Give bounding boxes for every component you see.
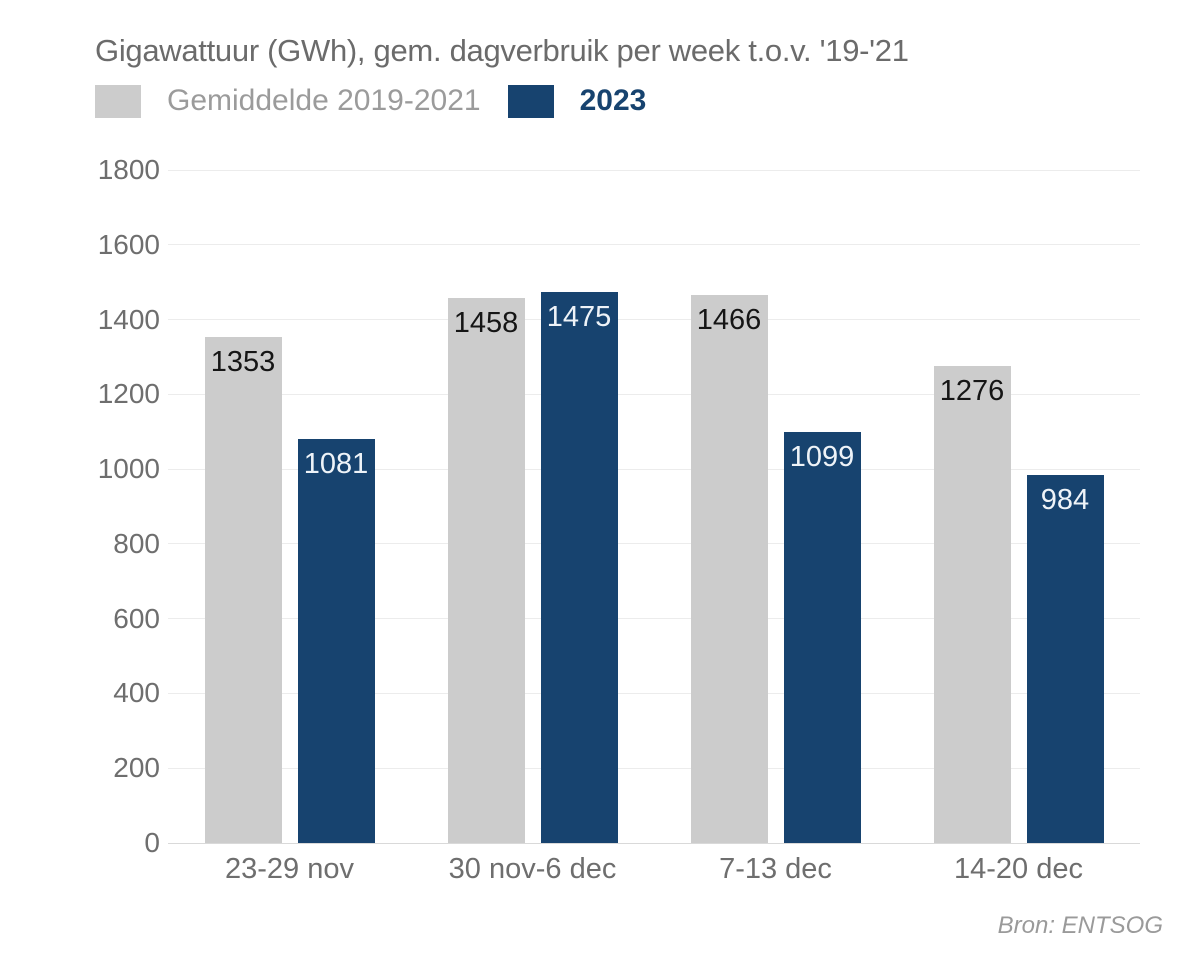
bar-average: 1466 — [690, 294, 768, 843]
gridline — [168, 393, 1140, 395]
gridline — [168, 319, 1140, 321]
legend: Gemiddelde 2019-2021 2023 — [95, 84, 646, 118]
x-category-label: 23-29 nov — [225, 853, 354, 885]
legend-label-2023: 2023 — [579, 84, 647, 117]
bar-value-label: 1458 — [453, 306, 519, 339]
y-tick-label: 200 — [113, 752, 160, 784]
bar-value-label: 1099 — [789, 441, 855, 474]
gridline — [168, 543, 1140, 545]
bar-average: 1276 — [933, 365, 1011, 843]
source-note: Bron: ENTSOG — [997, 912, 1163, 939]
legend-item-2023: 2023 — [507, 84, 647, 118]
x-axis-baseline — [168, 842, 1140, 844]
bar-2023: 984 — [1026, 475, 1104, 843]
gridline — [168, 692, 1140, 694]
legend-label-average: Gemiddelde 2019-2021 — [167, 84, 481, 117]
x-category-label: 14-20 dec — [954, 853, 1083, 885]
bar-average: 1353 — [204, 337, 282, 843]
legend-swatch-2023 — [507, 84, 554, 118]
y-tick-label: 600 — [113, 602, 160, 634]
y-tick-label: 1600 — [97, 228, 160, 260]
gridline — [168, 169, 1140, 171]
bar-value-label: 1466 — [696, 303, 762, 336]
y-tick-label: 1000 — [97, 453, 160, 485]
bar-value-label: 984 — [1040, 484, 1090, 517]
legend-swatch-average — [95, 84, 141, 118]
bar-value-label: 1081 — [303, 447, 369, 480]
bar-value-label: 1475 — [546, 300, 612, 333]
x-category-label: 7-13 dec — [719, 853, 832, 885]
y-tick-label: 0 — [144, 827, 160, 858]
chart-title: Gigawattuur (GWh), gem. dagverbruik per … — [95, 33, 909, 68]
y-tick-label: 400 — [113, 677, 160, 709]
bar-average: 1458 — [447, 297, 525, 843]
gridline — [168, 618, 1140, 620]
bar-2023: 1099 — [783, 432, 861, 843]
bar-value-label: 1276 — [939, 374, 1005, 407]
gridline — [168, 468, 1140, 470]
y-tick-label: 1200 — [97, 378, 160, 410]
bar-2023: 1081 — [297, 438, 375, 843]
bar-2023: 1475 — [540, 291, 618, 843]
legend-item-average: Gemiddelde 2019-2021 — [95, 84, 481, 118]
bar-value-label: 1353 — [210, 346, 276, 379]
gridline — [168, 767, 1140, 769]
y-tick-label: 1800 — [97, 154, 160, 185]
gridline — [168, 244, 1140, 246]
y-tick-label: 1400 — [97, 303, 160, 335]
y-tick-label: 800 — [113, 527, 160, 559]
x-category-label: 30 nov-6 dec — [448, 853, 617, 885]
